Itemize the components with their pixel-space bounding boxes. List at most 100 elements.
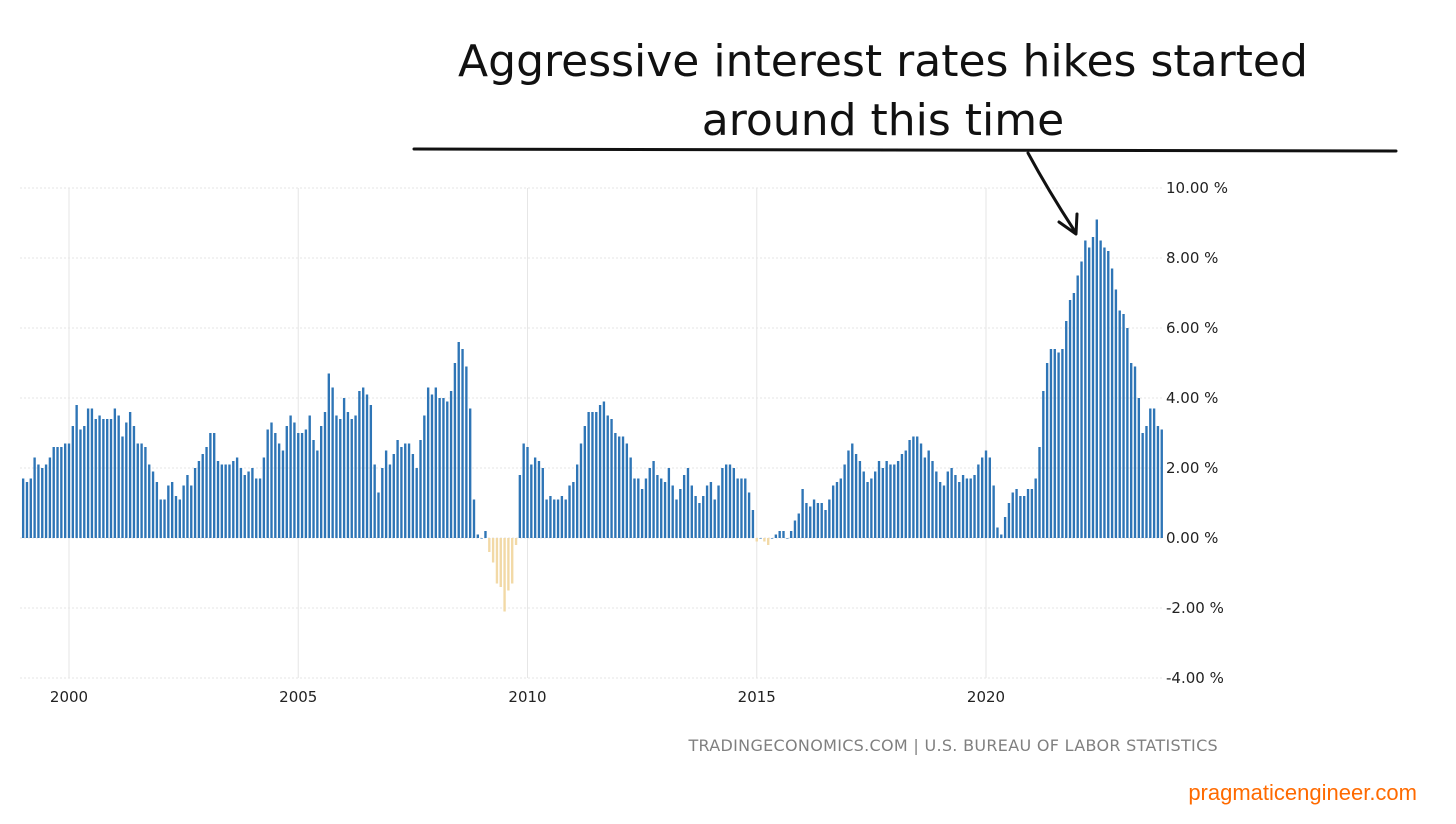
bar: [656, 475, 659, 538]
bar: [896, 461, 900, 538]
bar: [316, 450, 319, 538]
bar: [178, 499, 181, 538]
bar: [1023, 496, 1026, 538]
bar: [996, 527, 999, 538]
bar: [60, 447, 63, 538]
bar: [41, 468, 44, 538]
bar: [767, 538, 770, 545]
bar: [21, 478, 25, 538]
bar: [37, 464, 40, 538]
bar: [1149, 408, 1152, 538]
bar: [423, 415, 426, 538]
bar: [1122, 314, 1125, 538]
bar: [625, 443, 629, 538]
bar: [109, 419, 113, 538]
annotation-line-2: around this time: [702, 95, 1064, 146]
bar: [258, 478, 262, 538]
bar: [1084, 240, 1087, 538]
bar: [614, 433, 617, 538]
bar: [652, 461, 655, 538]
bar: [29, 478, 32, 538]
bar: [732, 468, 736, 538]
bar: [877, 461, 881, 538]
bar: [342, 398, 346, 538]
bar: [132, 426, 136, 538]
bar: [977, 464, 980, 538]
bar: [774, 534, 778, 538]
bar: [992, 485, 995, 538]
bar: [847, 450, 850, 538]
bar: [778, 531, 781, 538]
bar: [193, 468, 197, 538]
bar: [106, 419, 109, 538]
bar: [839, 478, 842, 538]
bar: [530, 464, 533, 538]
bar: [163, 499, 166, 538]
bar: [1030, 489, 1034, 538]
bar: [362, 387, 365, 538]
x-axis-ticks: 2000 2005 2010 2015 2020: [50, 688, 1005, 706]
bar: [671, 485, 674, 538]
bar: [633, 478, 636, 538]
bar: [381, 468, 384, 538]
bar: [243, 475, 246, 538]
bar: [197, 461, 201, 538]
bar: [946, 471, 949, 538]
bar: [820, 503, 823, 538]
bar: [457, 342, 460, 538]
bar: [740, 478, 743, 538]
y-tick-label: -4.00 %: [1166, 669, 1224, 687]
bar: [216, 461, 220, 538]
bar: [640, 489, 644, 538]
bar: [797, 513, 800, 538]
bar: [610, 419, 613, 538]
bar: [438, 398, 441, 538]
bar: [465, 366, 468, 538]
bar: [1118, 310, 1121, 538]
annotation-arrow: [1026, 151, 1076, 232]
bar: [602, 401, 606, 538]
bar: [426, 387, 430, 538]
bar: [1068, 300, 1072, 538]
bar: [958, 482, 961, 538]
bar: [274, 433, 277, 538]
bar: [167, 485, 170, 538]
bar: [1114, 289, 1118, 538]
bar: [507, 538, 510, 591]
bar: [1057, 352, 1060, 538]
bar: [1061, 349, 1064, 538]
bar: [1110, 268, 1114, 538]
bar: [621, 436, 625, 538]
bar: [912, 436, 915, 538]
bar: [33, 457, 36, 538]
bar: [644, 478, 648, 538]
bar: [205, 447, 208, 538]
bar: [923, 457, 927, 538]
bar: [1145, 426, 1148, 538]
bar: [266, 429, 269, 538]
bar: [556, 499, 560, 538]
bar: [575, 464, 579, 538]
bar: [927, 450, 930, 538]
bar: [1049, 349, 1053, 538]
bar: [629, 457, 632, 538]
bar: [476, 534, 480, 538]
bar: [293, 422, 296, 538]
bar: [564, 499, 567, 538]
bar: [973, 475, 976, 538]
bar: [346, 412, 350, 538]
bar: [1053, 349, 1056, 538]
bar: [235, 457, 239, 538]
bar: [759, 538, 762, 539]
bar: [335, 415, 338, 538]
bar: [526, 447, 529, 538]
bar: [144, 447, 147, 538]
bar: [400, 447, 403, 538]
bar: [533, 457, 537, 538]
chart-bars: [21, 219, 1163, 612]
bar: [618, 436, 621, 538]
bar: [209, 433, 212, 538]
bar: [900, 454, 904, 538]
bar: [522, 443, 525, 538]
bar: [1034, 478, 1037, 538]
